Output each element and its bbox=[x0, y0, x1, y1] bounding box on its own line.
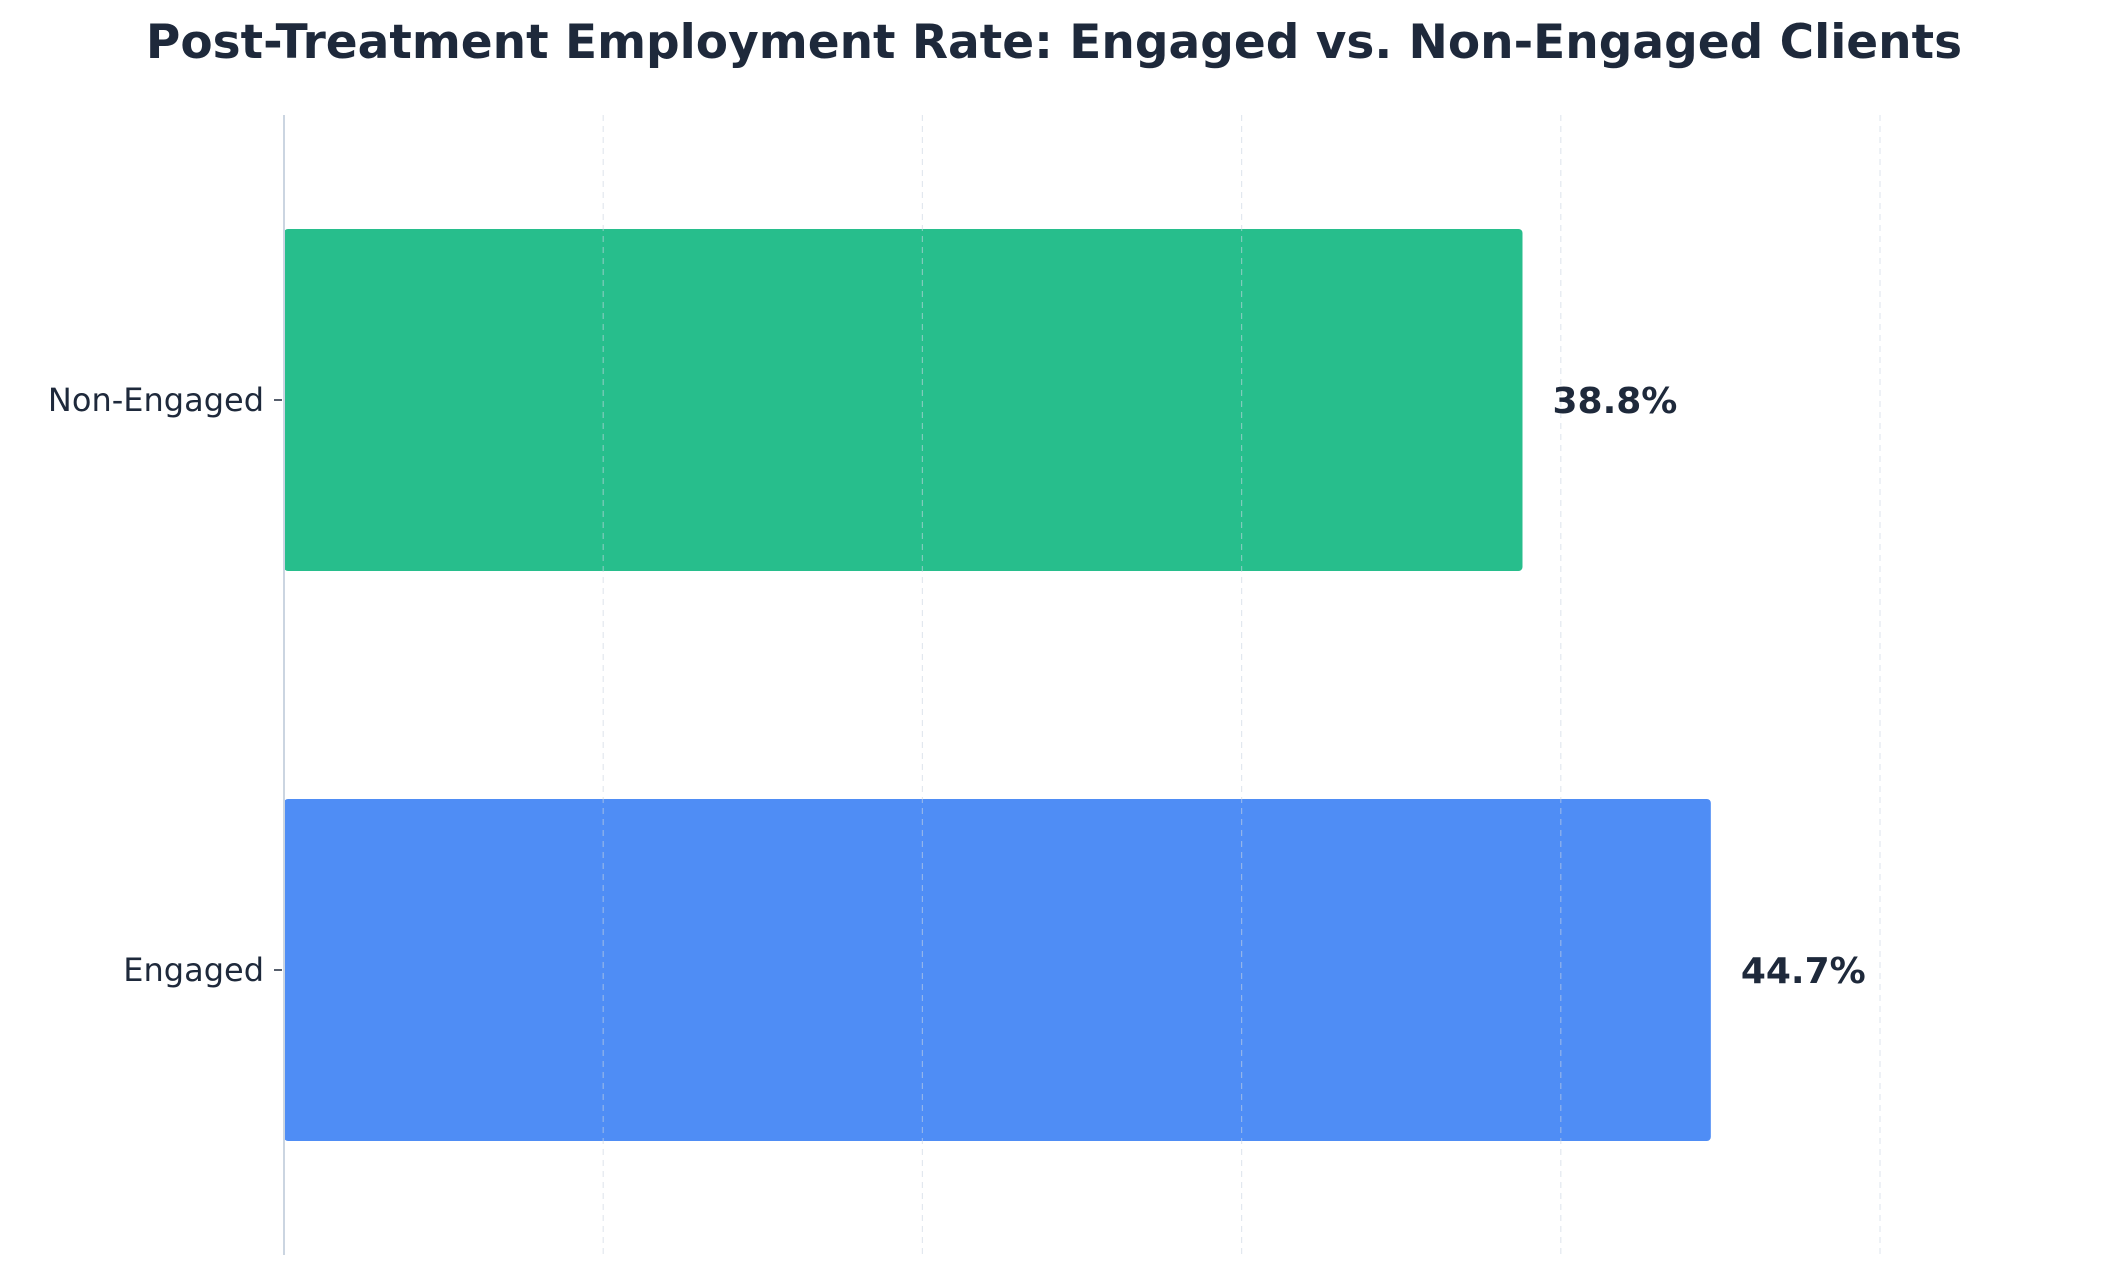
chart-title: Post-Treatment Employment Rate: Engaged … bbox=[146, 15, 1962, 70]
bar-non-engaged bbox=[284, 229, 1523, 571]
y-tick-label: Engaged bbox=[123, 951, 264, 989]
y-tick-label: Non-Engaged bbox=[48, 381, 264, 419]
grid-lines bbox=[602, 115, 1881, 1255]
bar-engaged bbox=[284, 799, 1711, 1141]
bars bbox=[284, 229, 1711, 1141]
value-labels: 38.8% 44.7% bbox=[1552, 381, 1865, 992]
value-label: 38.8% bbox=[1552, 381, 1677, 422]
y-axis-ticks: Non-Engaged Engaged bbox=[48, 381, 282, 989]
value-label: 44.7% bbox=[1741, 951, 1866, 992]
